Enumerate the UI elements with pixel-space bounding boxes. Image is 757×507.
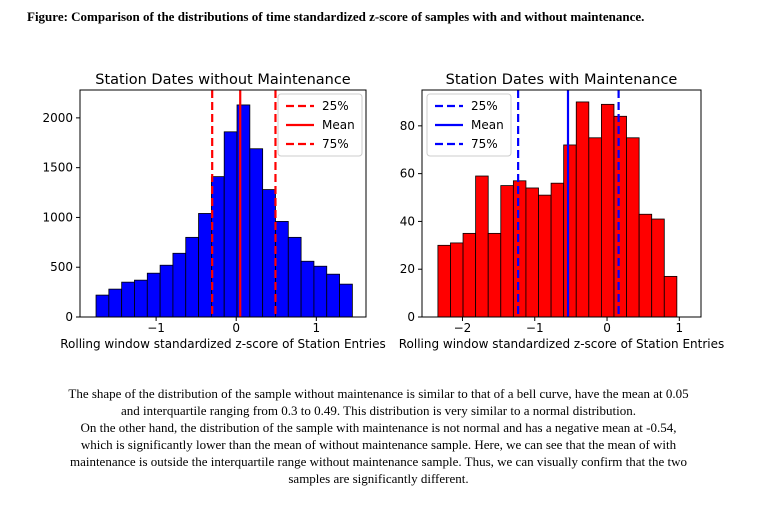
histogram-bar — [525, 187, 539, 318]
legend-label: Mean — [322, 118, 355, 132]
histogram-bar — [437, 244, 451, 318]
plot-frame — [421, 89, 702, 318]
x-tick-label: −1 — [147, 321, 165, 335]
histogram-bar — [512, 180, 527, 318]
histogram-bar — [588, 137, 602, 318]
chart-title: Station Dates with Maintenance — [446, 72, 678, 88]
histogram-bar — [134, 279, 148, 318]
y-tick-label: 60 — [400, 167, 415, 181]
y-tick-label: 0 — [407, 310, 415, 324]
chart-1: −1 0 1 0 500 1000 1500 2000 Station Dates withou… — [42, 72, 385, 351]
histogram-bar — [275, 221, 289, 318]
plot-frame — [79, 89, 367, 318]
paragraph-line: which is significantly lower than the me… — [80, 437, 677, 452]
legend-box — [426, 93, 512, 157]
histogram-bar — [159, 264, 174, 318]
y-tick-label: 20 — [400, 262, 415, 276]
legend-label: 25% — [471, 99, 498, 113]
y-tick-label: 2000 — [42, 111, 73, 125]
histogram-bar — [262, 189, 276, 318]
legend-box — [277, 93, 363, 157]
paragraph-line: samples are significantly different. — [288, 471, 469, 486]
histogram-bar — [575, 101, 590, 318]
x-tick-label: 0 — [603, 321, 611, 335]
legend-label: Mean — [471, 118, 504, 132]
legend-label: 25% — [322, 99, 349, 113]
y-tick-label: 500 — [50, 260, 73, 274]
histogram-bar — [538, 194, 552, 318]
histogram-bar — [95, 294, 110, 318]
x-tick-label: 1 — [675, 321, 683, 335]
histogram-bar — [339, 283, 353, 318]
histogram-bar — [236, 104, 251, 318]
histogram-bar — [146, 272, 161, 318]
histogram-bar — [613, 115, 627, 318]
paragraph-line: maintenance is outside the interquartile… — [69, 454, 688, 469]
legend-label: 75% — [471, 137, 498, 151]
y-tick-label: 1000 — [42, 210, 73, 224]
chart-title: Station Dates without Maintenance — [95, 72, 351, 88]
histogram-bar — [326, 273, 340, 318]
histogram-bar — [663, 275, 678, 318]
histogram-bar — [313, 265, 328, 318]
y-tick-label: 1500 — [42, 161, 73, 175]
histogram-bar — [121, 281, 135, 318]
histogram-bar — [172, 252, 187, 318]
paragraph-line: and interquartile ranging from 0.3 to 0.… — [121, 403, 636, 418]
x-tick-label: 1 — [313, 321, 321, 335]
histogram-bar — [462, 232, 477, 318]
histogram-bar — [450, 242, 464, 318]
y-tick-label: 40 — [400, 214, 415, 228]
x-axis-label: Rolling window standardized z-score of S… — [399, 337, 725, 351]
histogram-bar — [487, 232, 502, 318]
histogram-bar — [500, 185, 514, 318]
figure-caption: Figure: Comparison of the distributions … — [27, 9, 645, 24]
histogram-bar — [249, 148, 264, 318]
histogram-bar — [198, 213, 212, 318]
histogram-bar — [563, 144, 577, 318]
x-tick-label: 0 — [232, 321, 240, 335]
histogram-bar — [550, 182, 565, 318]
histogram-bar — [185, 236, 199, 318]
y-tick-label: 80 — [400, 119, 415, 133]
histogram-bar — [223, 131, 238, 318]
x-tick-label: −2 — [454, 321, 472, 335]
histogram-bar — [638, 213, 653, 318]
x-tick-label: −1 — [526, 321, 544, 335]
paragraph-line: On the other hand, the distribution of t… — [80, 420, 677, 435]
histogram-bar — [287, 236, 302, 318]
legend-label: 75% — [322, 137, 349, 151]
legend: 25% Mean 75% — [426, 93, 512, 157]
histogram-bar — [108, 288, 123, 318]
y-tick-label: 0 — [65, 310, 73, 324]
histogram-bar — [475, 175, 489, 318]
histogram-bar — [210, 176, 225, 318]
description-paragraph: The shape of the distribution of the sam… — [20, 385, 737, 487]
histogram-bar — [651, 218, 665, 318]
histogram-bar — [300, 260, 315, 318]
histogram-bar — [600, 103, 615, 318]
histogram-bar — [626, 137, 640, 318]
paragraph-line: The shape of the distribution of the sam… — [68, 386, 689, 401]
x-axis-label: Rolling window standardized z-score of S… — [60, 337, 386, 351]
legend: 25% Mean 75% — [277, 93, 363, 157]
